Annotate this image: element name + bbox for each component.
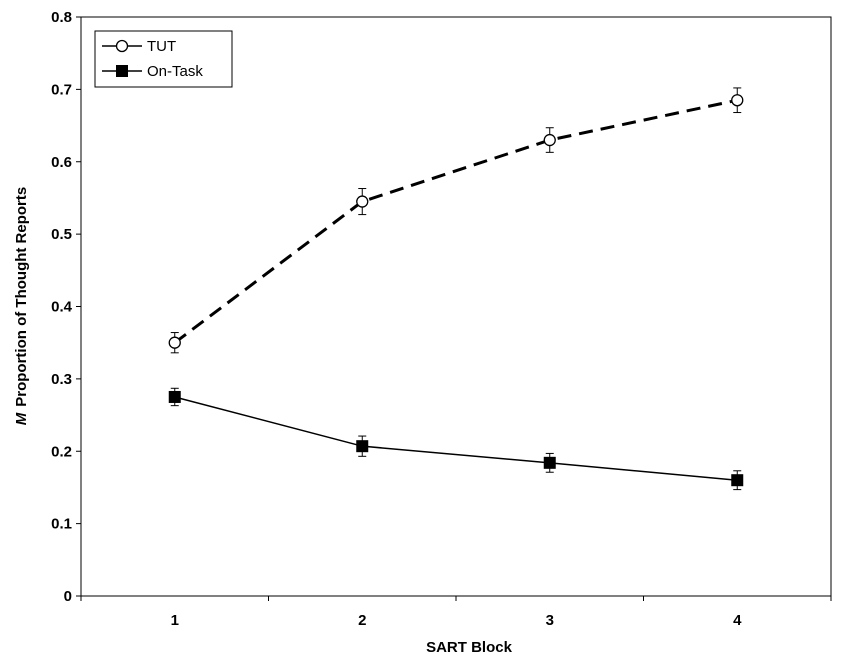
y-axis-title: M Proportion of Thought Reports <box>13 187 30 425</box>
data-point <box>731 94 744 107</box>
series-layer <box>168 87 744 491</box>
legend-entry: TUT <box>102 38 176 55</box>
data-point <box>543 456 556 469</box>
y-tick-label: 0.3 <box>51 371 72 388</box>
data-point <box>168 390 181 403</box>
x-tick-label: 1 <box>171 612 179 629</box>
x-axis: 1 2 3 4 <box>80 596 832 629</box>
y-tick-label: 0.5 <box>51 226 72 243</box>
x-tick-label: 4 <box>733 612 742 629</box>
y-tick-label: 0.8 <box>51 9 72 26</box>
legend-box <box>94 30 233 88</box>
legend-entry: On-Task <box>102 63 203 80</box>
y-tick-label: 0.6 <box>51 154 72 171</box>
y-tick-label: 0.7 <box>51 81 72 98</box>
legend-label: TUT <box>147 38 176 55</box>
series-line <box>174 396 738 481</box>
legend: TUT On-Task <box>94 30 233 88</box>
x-tick-label: 3 <box>546 612 554 629</box>
y-tick-label: 0.1 <box>51 516 72 533</box>
y-tick-label: 0.2 <box>51 443 72 460</box>
y-tick-label: 0.4 <box>51 299 73 316</box>
data-point <box>543 133 556 147</box>
x-axis-title: SART Block <box>426 639 513 656</box>
data-point <box>731 474 744 487</box>
series-on-task <box>168 387 744 491</box>
series-tut <box>168 87 744 354</box>
legend-marker <box>116 65 128 77</box>
y-axis-title-rest: Proportion of Thought Reports <box>13 187 30 407</box>
y-axis-title-italic: M <box>13 412 30 425</box>
data-point <box>168 336 181 349</box>
series-line <box>173 98 738 344</box>
y-tick-label: 0 <box>64 588 72 605</box>
legend-marker <box>115 39 129 53</box>
x-tick-label: 2 <box>358 612 366 629</box>
data-point <box>356 195 369 208</box>
legend-label: On-Task <box>147 63 203 80</box>
y-axis: 0 0.1 0.2 0.3 0.4 0.5 0.6 0.7 0.8 <box>51 9 81 605</box>
data-point <box>356 440 369 453</box>
